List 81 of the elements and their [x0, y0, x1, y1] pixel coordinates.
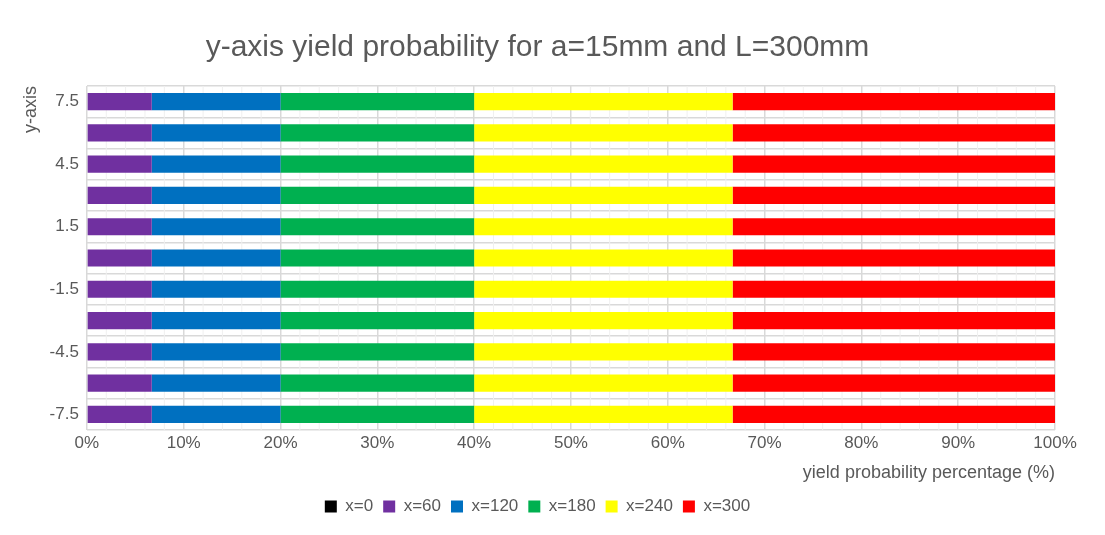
bar: [732, 311, 1055, 330]
x-tick-label: 70%: [747, 432, 782, 452]
bar: [280, 93, 475, 111]
y-tick-label: -7.5: [49, 404, 79, 424]
y-tick-label: -4.5: [49, 341, 79, 361]
bar: [87, 249, 152, 267]
bar: [732, 343, 1055, 361]
x-tick-label: 60%: [650, 432, 685, 452]
legend-label: x=240: [626, 496, 673, 516]
bar: [732, 218, 1055, 236]
bar: [280, 343, 475, 361]
x-tick-label: 0%: [74, 432, 100, 452]
bar: [87, 218, 152, 236]
y-tick-label: -1.5: [49, 278, 79, 298]
x-tick-label: 100%: [1033, 432, 1077, 452]
bar: [151, 124, 281, 142]
bar: [151, 155, 281, 173]
bar: [474, 405, 733, 423]
bar: [151, 186, 281, 205]
bar: [280, 124, 475, 142]
x-tick-label: 50%: [553, 432, 588, 452]
bar: [732, 124, 1055, 142]
bar: [151, 218, 281, 236]
bar: [151, 93, 281, 111]
bar: [474, 280, 733, 298]
bar: [280, 155, 475, 173]
bar: [732, 280, 1055, 298]
legend-label: x=180: [548, 496, 596, 516]
bar: [87, 186, 152, 205]
bar: [87, 155, 152, 173]
bar: [474, 311, 733, 330]
bar: [151, 311, 281, 330]
bar: [280, 186, 475, 205]
bar: [87, 374, 152, 392]
legend-label: x=120: [471, 496, 519, 516]
bar: [732, 374, 1055, 392]
bar: [87, 280, 152, 298]
x-tick-label: 20%: [263, 432, 298, 452]
bar: [87, 124, 152, 142]
bar: [280, 311, 475, 330]
bar: [474, 93, 733, 111]
bar: [732, 93, 1055, 111]
bar: [732, 186, 1055, 205]
bar: [732, 405, 1055, 423]
bar: [280, 374, 475, 392]
bar: [280, 218, 475, 236]
bar: [280, 280, 475, 298]
x-tick-label: 90%: [941, 432, 976, 452]
y-axis-title: y-axis: [19, 86, 40, 134]
legend-label: x=60: [403, 496, 442, 516]
bar: [474, 343, 733, 361]
bar: [151, 374, 281, 392]
bar: [474, 218, 733, 236]
bar: [151, 343, 281, 361]
bar: [151, 249, 281, 267]
bar: [87, 343, 152, 361]
bar: [280, 405, 475, 423]
y-tick-label: 7.5: [55, 91, 79, 111]
x-tick-label: 10%: [166, 432, 201, 452]
bar: [474, 249, 733, 267]
x-axis-title: yield probability percentage (%): [802, 462, 1055, 483]
y-tick-label: 1.5: [55, 216, 79, 236]
bar: [151, 405, 281, 423]
bar: [87, 93, 152, 111]
bar: [474, 374, 733, 392]
y-tick-label: 4.5: [55, 153, 79, 173]
bar: [474, 124, 733, 142]
bar: [732, 249, 1055, 267]
bar: [474, 186, 733, 205]
bar: [280, 249, 475, 267]
bar: [732, 155, 1055, 173]
bar: [474, 155, 733, 173]
x-tick-label: 30%: [360, 432, 395, 452]
bar: [151, 280, 281, 298]
bar: [87, 311, 152, 330]
bar: [87, 405, 152, 423]
x-tick-label: 40%: [457, 432, 492, 452]
legend-label: x=0: [345, 496, 374, 516]
chart-title: y-axis yield probability for a=15mm and L=300mm: [205, 29, 870, 63]
legend-label: x=300: [703, 496, 751, 516]
x-tick-label: 80%: [844, 432, 879, 452]
